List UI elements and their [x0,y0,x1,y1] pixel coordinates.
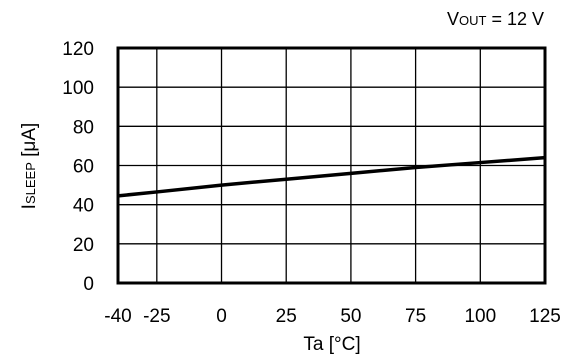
x-tick-labels: -40 -25 0 25 50 75 100 125 [104,306,561,327]
x-tick-label-6: 100 [464,306,496,327]
y-tick-label-4: 80 [73,117,94,138]
x-tick-label-3: 25 [276,306,297,327]
annotation-rest: = 12 V [486,9,544,29]
annotation-sub: OUT [459,13,487,28]
x-tick-label-4: 50 [340,306,361,327]
y-axis-title: ISLEEP [μA] [19,123,40,210]
series-group [117,155,546,198]
plot-frame [116,46,547,285]
y-tick-label-3: 60 [73,157,94,178]
y-tick-labels: 0 20 40 60 80 100 120 [62,39,94,295]
y-tick-label-2: 40 [73,196,94,217]
y-tick-label-1: 20 [73,235,94,256]
x-tick-label-7: 125 [529,306,561,327]
ylabel-main: I [19,204,40,209]
x-tick-label-2: 0 [216,306,227,327]
y-tick-label-6: 120 [62,39,94,60]
y-tick-label-5: 100 [62,78,94,99]
x-tick-label-1: -25 [143,306,170,327]
y-tick-label-0: 0 [83,274,94,295]
ylabel-sub: SLEEP [23,162,38,204]
x-axis-title: Ta [°C] [303,334,360,355]
x-tick-label-0: -40 [104,306,131,327]
condition-annotation: VOUT = 12 V [447,9,544,29]
annotation-main: V [447,9,459,29]
series-line-0 [117,155,546,198]
ylabel-rest: [μA] [19,123,40,162]
x-tick-label-5: 75 [405,306,426,327]
grid-lines [117,47,546,284]
